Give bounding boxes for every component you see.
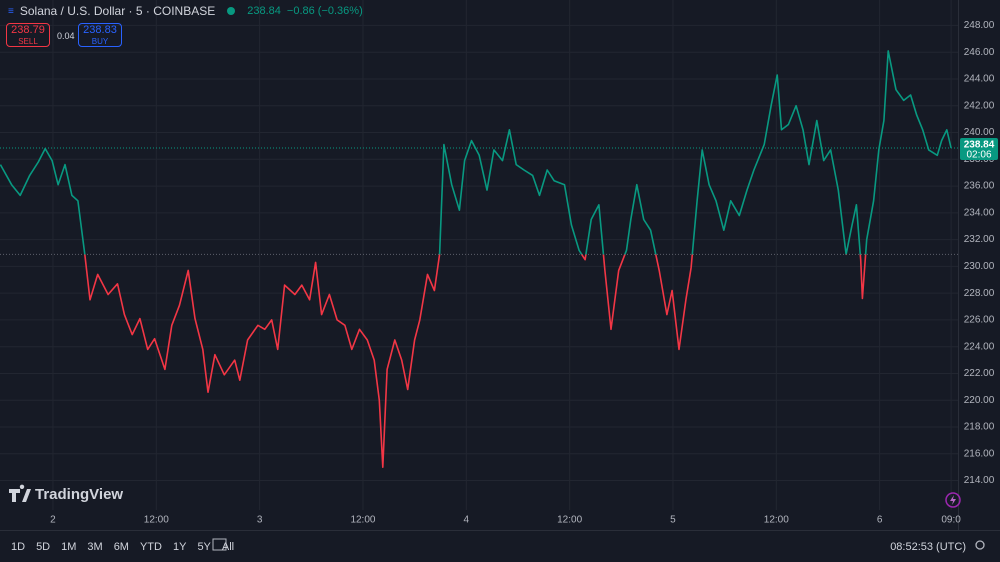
x-tick-label: 3 xyxy=(257,515,263,526)
period-button[interactable]: All xyxy=(221,541,235,553)
period-button[interactable]: 1M xyxy=(61,541,77,553)
period-button[interactable]: YTD xyxy=(139,541,162,553)
y-tick-label: 246.00 xyxy=(964,47,995,58)
countdown-label: 02:06 xyxy=(966,150,991,161)
x-tick-label: 2 xyxy=(50,515,56,526)
header: ≡ Solana / U.S. Dollar · 5 · COINBASE 23… xyxy=(8,4,363,18)
settings-icon[interactable] xyxy=(975,540,985,550)
y-tick-label: 248.00 xyxy=(964,20,995,31)
y-tick-label: 220.00 xyxy=(964,395,995,406)
x-tick-label: 12:00 xyxy=(764,515,789,526)
period-button[interactable]: 6M xyxy=(113,541,129,553)
x-tick-label: 12:00 xyxy=(350,515,375,526)
logo: TradingView xyxy=(9,484,123,503)
last-price-label: 238.84 xyxy=(964,140,995,151)
last-price-box xyxy=(960,138,998,161)
alert-bolt xyxy=(950,495,956,505)
symbol: Solana / U.S. Dollar · 5 · COINBASE xyxy=(19,4,216,18)
spread: 0.04 xyxy=(57,31,75,41)
sell-button[interactable]: 238.79 SELL xyxy=(6,23,50,47)
toolbar: 1D 5D 1M 3M 6M YTD 1Y 5Y All 08:52:53 (UTC) xyxy=(0,532,1000,562)
y-tick-label: 222.00 xyxy=(964,368,995,379)
period-button[interactable]: 1Y xyxy=(172,541,187,553)
x-tick-label: 5 xyxy=(670,515,676,526)
clock: 08:52:53 (UTC) xyxy=(890,541,966,553)
price-line xyxy=(0,50,952,468)
period-list: 1D 5D 1M 3M 6M YTD 1Y 5Y All xyxy=(0,541,234,553)
y-tick-label: 216.00 xyxy=(964,448,995,459)
sell-price: 238.79 xyxy=(11,24,45,36)
y-tick-label: 224.00 xyxy=(964,341,995,352)
logo-icon xyxy=(9,484,31,502)
buy-price: 238.83 xyxy=(83,24,117,36)
y-tick-label: 214.00 xyxy=(964,475,995,486)
menu-icon[interactable]: ≡ xyxy=(8,5,14,17)
y-tick-label: 244.00 xyxy=(964,74,995,85)
y-tick-label: 232.00 xyxy=(964,234,995,245)
x-tick-label: 12:00 xyxy=(144,515,169,526)
sell-label: SELL xyxy=(18,37,38,46)
buy-label: BUY xyxy=(91,37,109,46)
period-button[interactable]: 3M xyxy=(87,541,103,553)
status-dot xyxy=(227,7,236,15)
period-button[interactable]: 5D xyxy=(36,541,51,553)
x-tick-label: 12:00 xyxy=(557,515,582,526)
x-tick-label: 09:0 xyxy=(941,515,961,526)
logo-text: TradingView xyxy=(35,486,123,503)
y-tick-label: 230.00 xyxy=(964,261,995,272)
calendar-frame xyxy=(212,538,227,551)
period-button[interactable]: 5Y xyxy=(197,541,211,553)
y-tick-label: 240.00 xyxy=(964,127,995,138)
y-tick-label: 226.00 xyxy=(964,315,995,326)
calendar-icon[interactable] xyxy=(212,538,227,551)
y-tick-label: 236.00 xyxy=(964,181,995,192)
alert-icon[interactable] xyxy=(945,492,961,508)
x-tick-label: 6 xyxy=(877,515,883,526)
y-tick-label: 218.00 xyxy=(964,422,995,433)
header-price: 238.84 xyxy=(247,5,281,17)
header-change: −0.86 (−0.36%) xyxy=(286,5,363,17)
buy-button[interactable]: 238.83 BUY xyxy=(78,23,122,47)
y-tick-label: 242.00 xyxy=(964,100,995,111)
y-tick-label: 228.00 xyxy=(964,288,995,299)
y-tick-label: 234.00 xyxy=(964,207,995,218)
x-tick-label: 4 xyxy=(464,515,470,526)
period-button[interactable]: 1D xyxy=(11,541,26,553)
